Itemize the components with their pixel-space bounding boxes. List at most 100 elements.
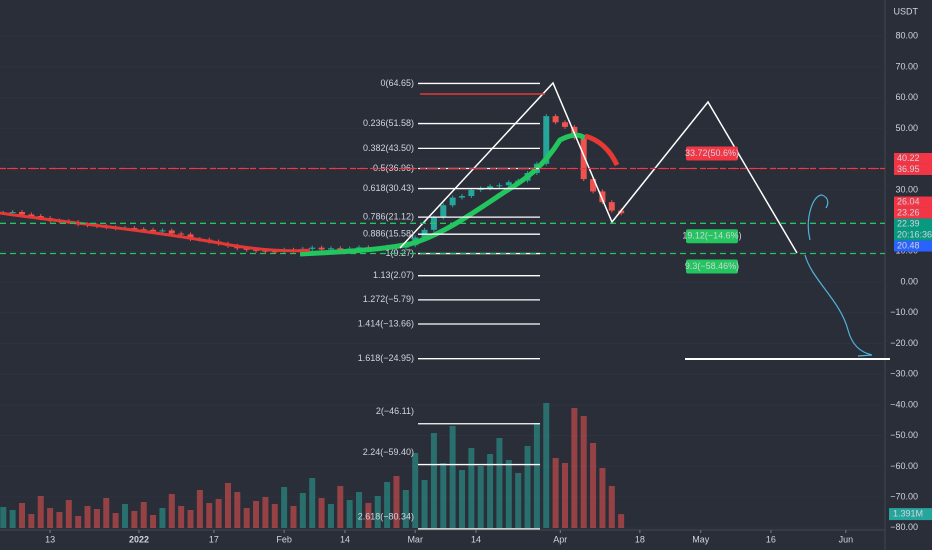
- candle-body: [449, 197, 456, 206]
- price-label: 26.04: [897, 196, 920, 206]
- volume-bar: [543, 403, 550, 528]
- candle-body: [318, 247, 325, 250]
- annotation-box: [686, 146, 738, 161]
- y-tick-label: 80.00: [895, 31, 918, 41]
- price-label-box: [894, 152, 932, 164]
- annotation-text: 33.72(50.6%): [685, 148, 739, 158]
- candle-body: [159, 230, 166, 232]
- fib-label: 1.414(−13.66): [358, 318, 414, 328]
- fib-label: 2(−46.11): [376, 406, 414, 416]
- volume-bar: [590, 443, 597, 528]
- candle-body: [590, 179, 597, 192]
- fib-label: 0.382(43.50): [363, 143, 414, 153]
- y-tick-label: 30.00: [895, 184, 918, 194]
- volume-bar: [140, 502, 147, 528]
- y-tick-label: −60.00: [890, 461, 918, 471]
- volume-bar: [477, 466, 484, 528]
- volume-bar: [196, 490, 203, 528]
- volume-bar: [384, 482, 391, 528]
- fib-label: 1(9.27): [385, 248, 414, 258]
- y-tick-label: −70.00: [890, 491, 918, 501]
- fib-label: 2.618(−80.34): [358, 511, 414, 521]
- x-tick-label: Apr: [553, 534, 567, 544]
- price-label: 23.26: [897, 207, 920, 217]
- volume-bar: [19, 503, 25, 528]
- x-tick-label: 16: [766, 534, 776, 544]
- x-tick-label: 18: [635, 534, 645, 544]
- volume-bar: [318, 498, 325, 528]
- volume-bar: [440, 463, 447, 528]
- countdown: 20:16:36: [897, 229, 932, 239]
- x-tick-label: 17: [209, 534, 219, 544]
- volume-bar: [75, 516, 82, 528]
- volume-bar: [131, 511, 138, 528]
- volume-bar: [571, 408, 578, 528]
- x-tick-label: Mar: [407, 534, 423, 544]
- fib-label: 1.618(−24.95): [358, 353, 414, 363]
- fib-label: 1.13(2.07): [373, 270, 414, 280]
- candle-body: [19, 212, 25, 215]
- x-tick-label: 14: [471, 534, 481, 544]
- candle-body: [468, 189, 475, 197]
- volume-bar: [121, 504, 128, 528]
- candle-body: [459, 196, 465, 198]
- candle-body: [262, 250, 269, 252]
- candle-body: [618, 210, 625, 214]
- x-tick-label: 14: [340, 534, 350, 544]
- volume-bar: [47, 508, 54, 528]
- moving-average-left: [0, 211, 311, 253]
- fib-label: 0(64.65): [380, 78, 414, 88]
- volume-bar: [524, 446, 531, 528]
- y-tick-label: 50.00: [895, 123, 918, 133]
- volume-bar: [28, 514, 35, 528]
- volume-bar: [84, 506, 91, 528]
- volume-bar: [421, 480, 428, 528]
- annotation-text: 19.12(−14.6%): [682, 231, 741, 241]
- candle-body: [140, 229, 147, 231]
- price-label: 20.48: [897, 240, 920, 250]
- candle-body: [356, 247, 363, 249]
- candle-body: [608, 202, 615, 211]
- volume-bar: [206, 503, 213, 528]
- price-label-box: [894, 196, 932, 208]
- volume-bar: [561, 463, 568, 528]
- volume-label-box: [889, 508, 932, 521]
- candle-body: [580, 137, 587, 180]
- x-tick-label: May: [692, 534, 710, 544]
- fib-label: 0.618(30.43): [363, 183, 414, 193]
- candle-body: [168, 230, 175, 234]
- volume-bar: [112, 513, 119, 528]
- volume-bar: [56, 512, 63, 528]
- x-tick-label: 2022: [129, 534, 149, 544]
- candle-body: [505, 182, 512, 186]
- volume-bar: [281, 487, 288, 528]
- candle-body: [337, 248, 344, 251]
- candle-body: [552, 116, 559, 123]
- volume-bar: [234, 492, 241, 528]
- marks: [0, 35, 885, 529]
- y-tick-label: −50.00: [890, 430, 918, 440]
- volume-bar: [224, 483, 231, 528]
- volume-bar: [309, 478, 316, 528]
- price-label-box: [894, 218, 932, 241]
- fib-label: 0.886(15.58): [363, 229, 414, 239]
- y-tick-label: 60.00: [895, 92, 918, 102]
- y-tick-label: −30.00: [890, 369, 918, 379]
- volume-bar: [515, 473, 522, 528]
- volume-bar: [290, 506, 297, 528]
- fib-label: 2.24(−59.40): [363, 447, 414, 457]
- price-label-box: [894, 240, 932, 252]
- candle-body: [150, 229, 157, 232]
- fib-label: 0.786(21.12): [363, 212, 414, 222]
- fib-label: 1.272(−5.79): [363, 294, 414, 304]
- volume-bar: [103, 498, 110, 528]
- price-label: 22.39: [897, 218, 920, 228]
- volume-bar: [150, 515, 157, 528]
- hand-drawn-path: [804, 194, 873, 357]
- volume-bar: [168, 494, 175, 528]
- volume-bar: [374, 496, 381, 528]
- volume-bar: [262, 497, 269, 528]
- candle-body: [487, 186, 494, 189]
- moving-average-down: [584, 133, 620, 167]
